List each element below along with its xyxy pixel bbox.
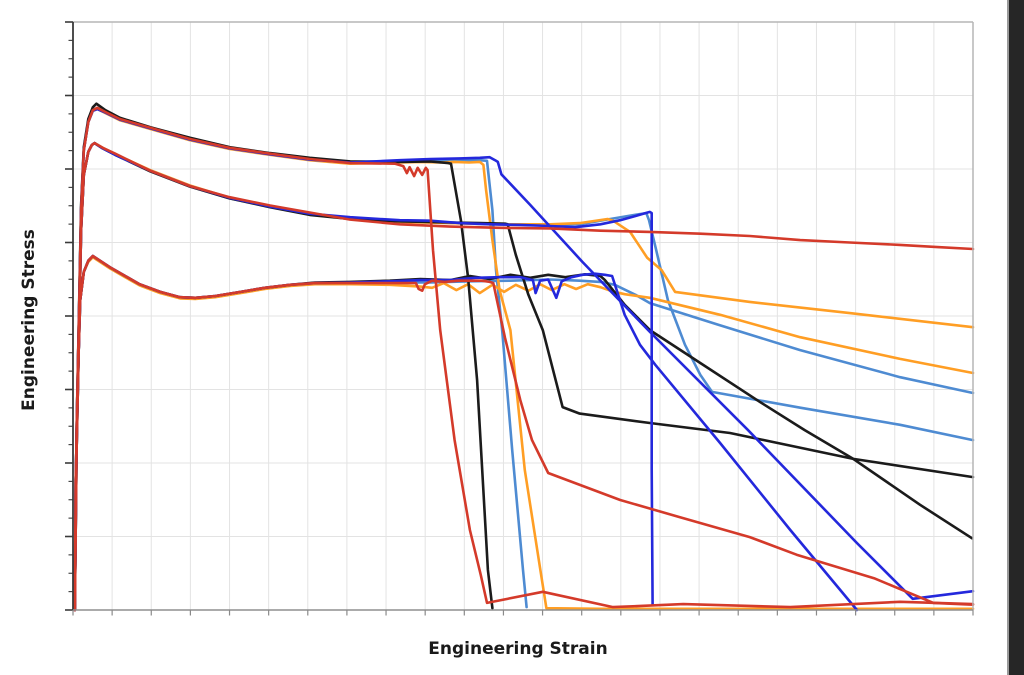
x-axis-label: Engineering Strain bbox=[428, 639, 607, 659]
curve-middle-red bbox=[73, 141, 975, 612]
screen-edge-strip bbox=[1009, 0, 1024, 675]
screen-edge-line bbox=[1007, 0, 1009, 675]
axes-and-ticks bbox=[65, 21, 974, 616]
curve-lower-red bbox=[73, 254, 975, 612]
y-axis-label: Engineering Stress bbox=[19, 229, 39, 411]
stress-strain-curves bbox=[73, 102, 975, 612]
curve-upper-red bbox=[73, 106, 975, 612]
